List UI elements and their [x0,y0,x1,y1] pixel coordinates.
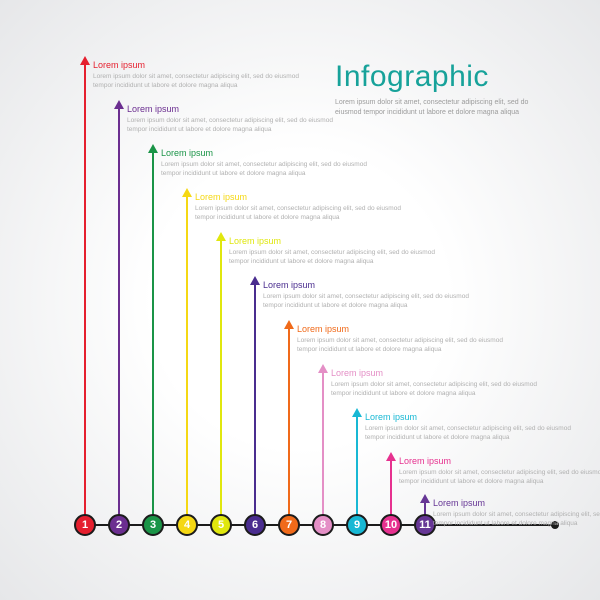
item-label: Lorem ipsum [93,61,145,71]
arrowhead-icon [114,100,124,109]
arrow-stem [84,63,86,525]
arrow-stem [322,371,324,525]
item-label: Lorem ipsum [297,325,349,335]
arrowhead-icon [386,452,396,461]
arrow-stem [118,107,120,525]
item-label: Lorem ipsum [331,369,383,379]
item-label: Lorem ipsum [127,105,179,115]
timeline-node: 2 [108,514,130,536]
item-desc: Lorem ipsum dolor sit amet, consectetur … [263,293,473,311]
timeline-node: 8 [312,514,334,536]
item-desc: Lorem ipsum dolor sit amet, consectetur … [297,337,507,355]
timeline-node: 10 [380,514,402,536]
item-desc: Lorem ipsum dolor sit amet, consectetur … [365,425,575,443]
arrow-stem [152,151,154,525]
arrowhead-icon [284,320,294,329]
item-desc: Lorem ipsum dolor sit amet, consectetur … [93,73,303,91]
arrowhead-icon [318,364,328,373]
arrow-stem [220,239,222,525]
item-label: Lorem ipsum [365,413,417,423]
item-desc: Lorem ipsum dolor sit amet, consectetur … [433,511,600,529]
arrowhead-icon [352,408,362,417]
timeline-node: 7 [278,514,300,536]
item-desc: Lorem ipsum dolor sit amet, consectetur … [399,469,600,487]
timeline-node: 3 [142,514,164,536]
item-desc: Lorem ipsum dolor sit amet, consectetur … [161,161,371,179]
arrowhead-icon [250,276,260,285]
item-label: Lorem ipsum [229,237,281,247]
arrow-stem [288,327,290,525]
timeline-node: 6 [244,514,266,536]
arrow-stem [186,195,188,525]
canvas: Infographic Lorem ipsum dolor sit amet, … [0,0,600,600]
arrow-stem [356,415,358,525]
item-desc: Lorem ipsum dolor sit amet, consectetur … [331,381,541,399]
item-label: Lorem ipsum [399,457,451,467]
arrowhead-icon [80,56,90,65]
timeline-node: 4 [176,514,198,536]
item-label: Lorem ipsum [161,149,213,159]
item-label: Lorem ipsum [195,193,247,203]
timeline-node: 5 [210,514,232,536]
arrowhead-icon [216,232,226,241]
item-label: Lorem ipsum [263,281,315,291]
arrowhead-icon [148,144,158,153]
arrowhead-icon [182,188,192,197]
timeline-node: 9 [346,514,368,536]
arrowhead-icon [420,494,430,503]
item-desc: Lorem ipsum dolor sit amet, consectetur … [127,117,337,135]
timeline-node: 1 [74,514,96,536]
item-desc: Lorem ipsum dolor sit amet, consectetur … [229,249,439,267]
item-label: Lorem ipsum [433,499,485,509]
arrow-stem [254,283,256,525]
timeline-chart: 1 Lorem ipsum Lorem ipsum dolor sit amet, … [0,0,600,600]
item-desc: Lorem ipsum dolor sit amet, consectetur … [195,205,405,223]
